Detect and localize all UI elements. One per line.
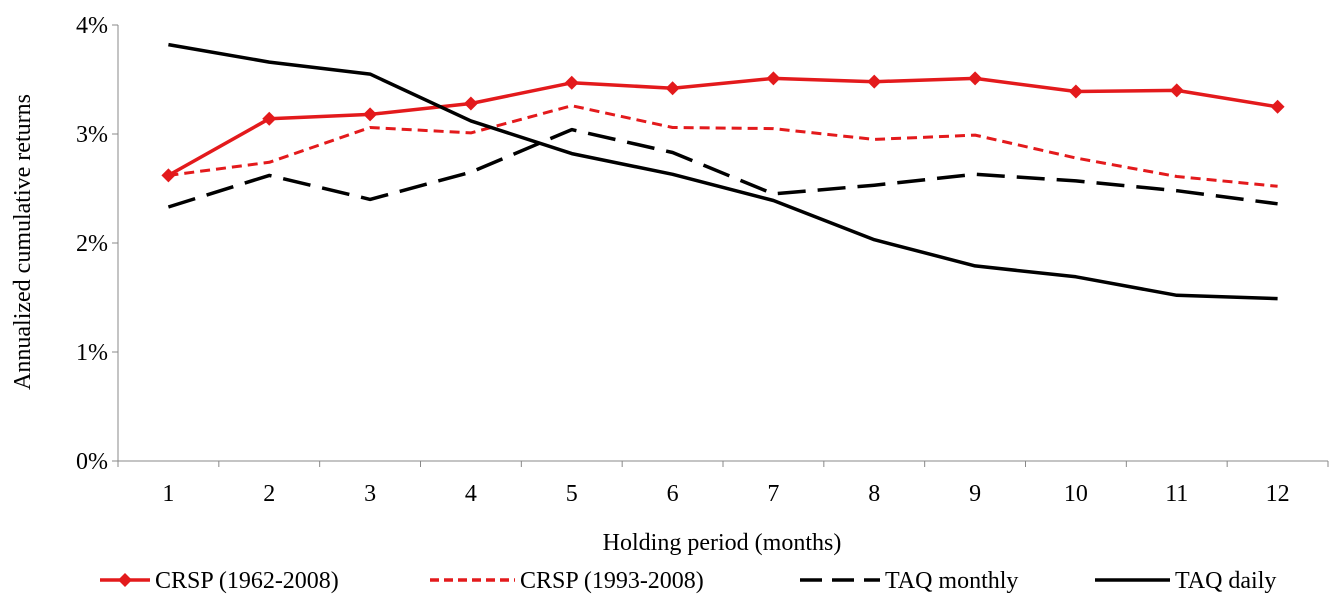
series-3 — [167, 127, 1278, 209]
data-point-marker — [1270, 99, 1285, 114]
axes: 0%1%2%3%4%1 2 3 4 5 6 7 8 9 10 11 12 — [76, 13, 1329, 507]
data-point-marker — [1068, 84, 1083, 99]
series-1 — [161, 71, 1285, 183]
y-axis-label: Annualized cumulative returns — [10, 94, 36, 390]
legend-item: TAQ daily — [1095, 568, 1276, 594]
x-tick-label: 8 — [868, 481, 880, 507]
y-tick-label: 3% — [76, 122, 108, 148]
x-tick-label: 1 — [162, 481, 174, 507]
legend-item: CRSP (1962-2008) — [100, 568, 339, 594]
legend-label: CRSP (1962-2008) — [155, 568, 339, 594]
legend-marker — [118, 573, 132, 587]
data-point-marker — [665, 81, 680, 96]
legend: CRSP (1962-2008) CRSP (1993-2008) TAQ mont… — [100, 568, 1276, 594]
data-point-marker — [564, 75, 579, 90]
data-point-marker — [1169, 83, 1184, 98]
data-point-marker — [262, 111, 277, 126]
series-line — [168, 42, 1278, 301]
x-tick-label: 12 — [1266, 481, 1290, 507]
series-2 — [168, 104, 1278, 188]
legend-label: CRSP (1993-2008) — [520, 568, 704, 594]
x-tick-label: 3 — [364, 481, 376, 507]
data-point-marker — [463, 96, 478, 111]
y-tick-label: 0% — [76, 449, 108, 475]
y-tick-label: 1% — [76, 340, 108, 366]
legend-item: CRSP (1993-2008) — [430, 568, 704, 594]
series-line — [167, 76, 1278, 177]
x-tick-label: 9 — [969, 481, 981, 507]
series-line — [167, 127, 1278, 209]
x-tick-label: 5 — [566, 481, 578, 507]
series-layer — [161, 42, 1285, 301]
x-tick-label: 11 — [1165, 481, 1188, 507]
y-tick-label: 2% — [76, 231, 108, 257]
y-tick-label: 4% — [76, 13, 108, 39]
x-axis-label: Holding period (months) — [603, 530, 842, 556]
legend-label: TAQ daily — [1175, 568, 1276, 594]
legend-label: TAQ monthly — [885, 568, 1018, 594]
x-tick-label: 6 — [667, 481, 679, 507]
series-4 — [168, 42, 1278, 301]
x-tick-label: 7 — [767, 481, 779, 507]
data-point-marker — [766, 71, 781, 86]
data-point-marker — [867, 74, 882, 89]
series-line — [168, 104, 1278, 188]
data-point-marker — [968, 71, 983, 86]
data-point-marker — [363, 107, 378, 122]
legend-item: TAQ monthly — [800, 568, 1018, 594]
x-tick-label: 2 — [263, 481, 275, 507]
x-tick-label: 10 — [1064, 481, 1088, 507]
x-tick-label: 4 — [465, 481, 477, 507]
